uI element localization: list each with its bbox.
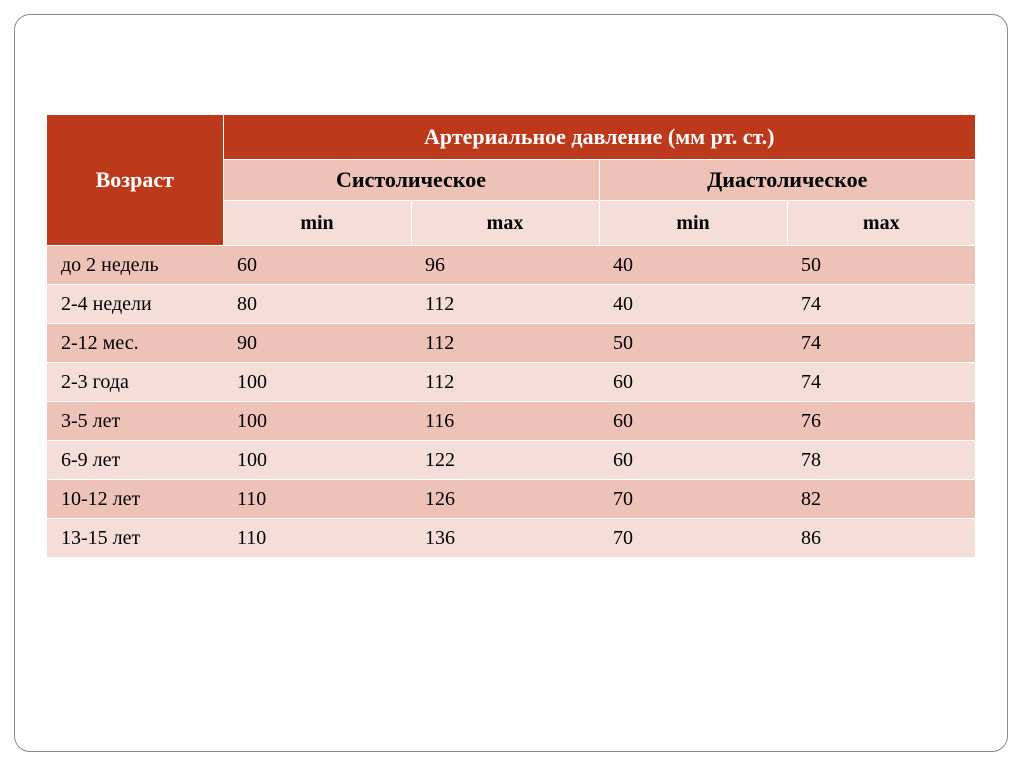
cell-dia-min: 40 [599, 285, 787, 324]
col-header-dia-min: min [599, 201, 787, 246]
cell-dia-max: 74 [787, 324, 975, 363]
cell-dia-max: 86 [787, 519, 975, 558]
bp-table: Возраст Артериальное давление (мм рт. ст… [47, 115, 975, 557]
col-header-systolic: Систолическое [223, 160, 599, 201]
cell-sys-max: 122 [411, 441, 599, 480]
cell-age: 3-5 лет [47, 402, 223, 441]
cell-dia-max: 76 [787, 402, 975, 441]
bp-table-body: до 2 недель609640502-4 недели8011240742-… [47, 246, 975, 558]
table-row: 2-3 года1001126074 [47, 363, 975, 402]
cell-age: до 2 недель [47, 246, 223, 285]
cell-dia-min: 60 [599, 402, 787, 441]
table-row: 2-12 мес.901125074 [47, 324, 975, 363]
cell-dia-min: 70 [599, 480, 787, 519]
cell-age: 6-9 лет [47, 441, 223, 480]
col-header-sys-max: max [411, 201, 599, 246]
cell-sys-max: 96 [411, 246, 599, 285]
table-row: 3-5 лет1001166076 [47, 402, 975, 441]
col-header-diastolic: Диастолическое [599, 160, 975, 201]
col-header-age: Возраст [47, 115, 223, 246]
cell-sys-min: 80 [223, 285, 411, 324]
cell-sys-min: 100 [223, 363, 411, 402]
cell-sys-min: 100 [223, 402, 411, 441]
cell-age: 10-12 лет [47, 480, 223, 519]
cell-sys-min: 100 [223, 441, 411, 480]
cell-dia-min: 50 [599, 324, 787, 363]
cell-sys-max: 112 [411, 324, 599, 363]
table-row: 13-15 лет1101367086 [47, 519, 975, 558]
cell-sys-min: 110 [223, 519, 411, 558]
cell-dia-max: 82 [787, 480, 975, 519]
cell-dia-min: 60 [599, 363, 787, 402]
cell-dia-min: 70 [599, 519, 787, 558]
table-row: до 2 недель60964050 [47, 246, 975, 285]
cell-sys-max: 136 [411, 519, 599, 558]
cell-sys-max: 112 [411, 285, 599, 324]
cell-age: 2-3 года [47, 363, 223, 402]
cell-age: 13-15 лет [47, 519, 223, 558]
cell-dia-max: 50 [787, 246, 975, 285]
cell-sys-min: 110 [223, 480, 411, 519]
col-header-sys-min: min [223, 201, 411, 246]
bp-table-container: Возраст Артериальное давление (мм рт. ст… [47, 115, 975, 557]
cell-sys-max: 126 [411, 480, 599, 519]
cell-age: 2-4 недели [47, 285, 223, 324]
table-row: 6-9 лет1001226078 [47, 441, 975, 480]
cell-sys-min: 90 [223, 324, 411, 363]
col-header-dia-max: max [787, 201, 975, 246]
cell-sys-max: 116 [411, 402, 599, 441]
table-row: 10-12 лет1101267082 [47, 480, 975, 519]
cell-dia-max: 74 [787, 363, 975, 402]
cell-dia-min: 40 [599, 246, 787, 285]
cell-sys-max: 112 [411, 363, 599, 402]
cell-age: 2-12 мес. [47, 324, 223, 363]
cell-dia-max: 74 [787, 285, 975, 324]
cell-dia-max: 78 [787, 441, 975, 480]
col-header-bp: Артериальное давление (мм рт. ст.) [223, 115, 975, 160]
table-row: 2-4 недели801124074 [47, 285, 975, 324]
cell-dia-min: 60 [599, 441, 787, 480]
cell-sys-min: 60 [223, 246, 411, 285]
